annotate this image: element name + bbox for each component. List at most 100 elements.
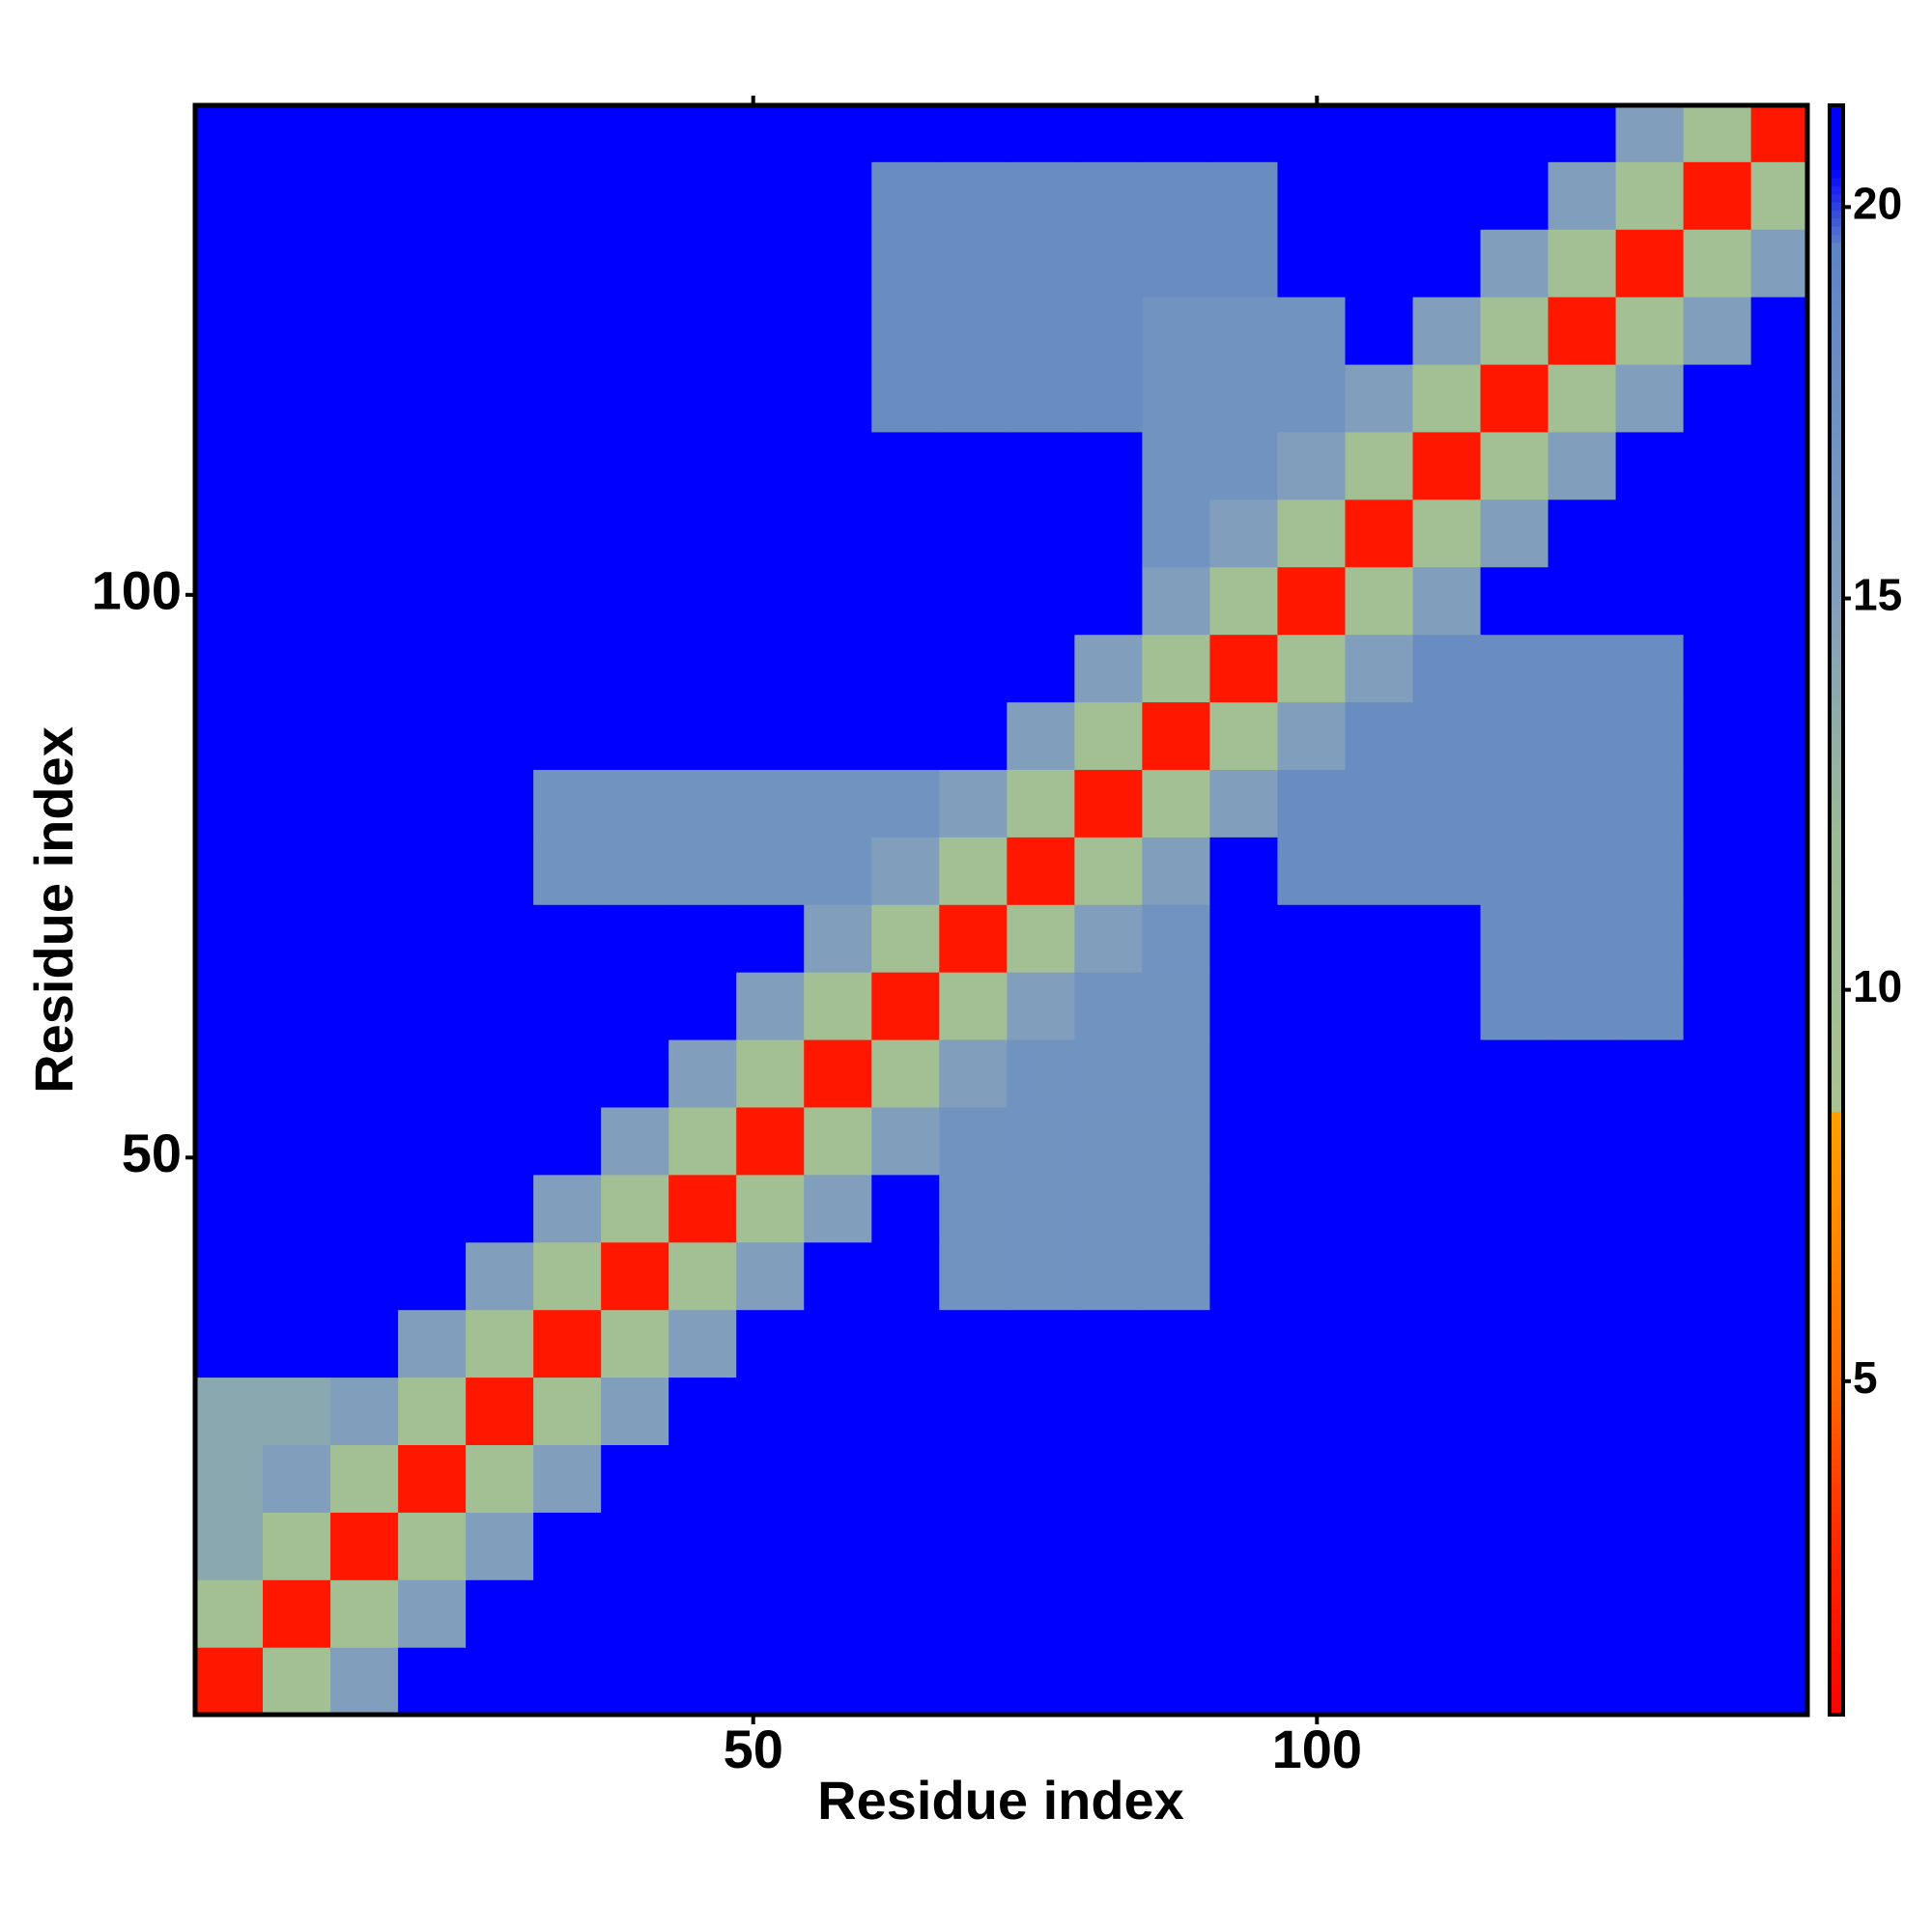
heatmap-cell [871,297,940,365]
colorbar-segment [1830,1312,1843,1321]
heatmap-cell [1074,904,1143,973]
heatmap-cell [1412,972,1482,1040]
heatmap-cell [871,1444,940,1513]
heatmap-cell [1683,1174,1752,1243]
heatmap-cell [1480,1512,1549,1580]
heatmap-cell [1277,498,1347,568]
heatmap-cell [1007,1106,1075,1176]
heatmap-cell [1683,904,1752,973]
heatmap-cell [871,161,940,230]
heatmap-cell [1683,837,1752,905]
colorbar-segment [1830,1030,1843,1039]
heatmap-cell [939,1444,1008,1513]
heatmap-cell [1345,837,1414,905]
heatmap-cell [1277,1377,1347,1445]
heatmap-cell [1480,1579,1549,1648]
heatmap-cell [263,161,331,230]
heatmap-cell [1345,229,1414,298]
heatmap-cell [804,297,872,365]
colorbar-segment [1830,273,1843,283]
heatmap-cell [398,498,467,568]
heatmap-cell [533,972,602,1040]
heatmap-cell [1209,904,1279,973]
colorbar-segment [1830,467,1843,476]
colorbar-segment [1830,886,1843,895]
heatmap-cell [1750,701,1807,770]
heatmap-cell [263,566,331,636]
heatmap-cell [1007,431,1075,500]
heatmap-cell [939,634,1008,703]
colorbar-segment [1830,1288,1843,1297]
heatmap-cell [533,161,602,230]
colorbar-segment [1830,981,1843,991]
colorbar-segment [1830,1006,1843,1015]
colorbar-segment [1830,628,1843,638]
heatmap-cell [601,566,669,636]
heatmap-cell [195,1377,264,1445]
heatmap-cell [939,229,1008,298]
heatmap-cell [668,363,737,433]
heatmap-cell [871,837,940,905]
heatmap-cell [1007,105,1075,162]
heatmap-cell [1007,904,1075,973]
heatmap-cell [668,1444,737,1513]
heatmap-cell [736,229,805,298]
heatmap-cell [1683,634,1752,703]
heatmap-cell [1142,229,1211,298]
heatmap-cell [1277,297,1347,365]
heatmap-cell [939,1377,1008,1445]
heatmap-cell [939,1241,1008,1311]
heatmap-cell [398,1579,467,1648]
colorbar-segment [1830,773,1843,782]
heatmap-cell [330,161,399,230]
colorbar-segment [1830,1046,1843,1056]
heatmap-cell [330,1241,399,1311]
colorbar-segment [1830,862,1843,870]
heatmap-cell [601,769,669,838]
heatmap-cell [939,1106,1008,1176]
heatmap-cell [1074,837,1143,905]
heatmap-cell [330,229,399,298]
colorbar-segment [1830,789,1843,798]
heatmap-cell [871,634,940,703]
heatmap-cell [1548,769,1617,838]
heatmap-cell [533,363,602,433]
heatmap-cell [1615,904,1685,973]
heatmap-cell [1750,1512,1807,1580]
colorbar-segment [1830,1529,1843,1539]
heatmap-cell [1209,431,1279,500]
heatmap-cell [804,105,872,162]
heatmap-cell [195,1512,264,1580]
colorbar-segment [1830,756,1843,766]
heatmap-cell [263,105,331,162]
heatmap-cell [871,1241,940,1311]
colorbar-segment [1830,660,1843,669]
heatmap-cell [939,701,1008,770]
heatmap-cell [466,498,534,568]
heatmap-cell [736,837,805,905]
heatmap-cell [1615,363,1685,433]
heatmap-cell [195,1309,264,1378]
colorbar-segment [1830,611,1843,621]
colorbar-segment [1830,676,1843,686]
heatmap-cell [939,1512,1008,1580]
colorbar-segment [1830,845,1843,855]
heatmap-cell [398,769,467,838]
heatmap-cell [1007,1174,1075,1243]
colorbar-segment [1830,1295,1843,1305]
heatmap-cell [939,1579,1008,1648]
heatmap-cell [1480,1106,1549,1176]
heatmap-cell [736,297,805,365]
heatmap-cell [1683,431,1752,500]
heatmap-cell [1209,297,1279,365]
heatmap-cell [939,566,1008,636]
colorbar-segment [1830,515,1843,525]
heatmap-cell [1548,1444,1617,1513]
heatmap-cell [1345,634,1414,703]
heatmap-cell [871,498,940,568]
heatmap-cell [939,431,1008,500]
heatmap-cell [195,363,264,433]
heatmap-cell [398,1377,467,1445]
heatmap-cell [398,105,467,162]
heatmap-cell [1209,701,1279,770]
